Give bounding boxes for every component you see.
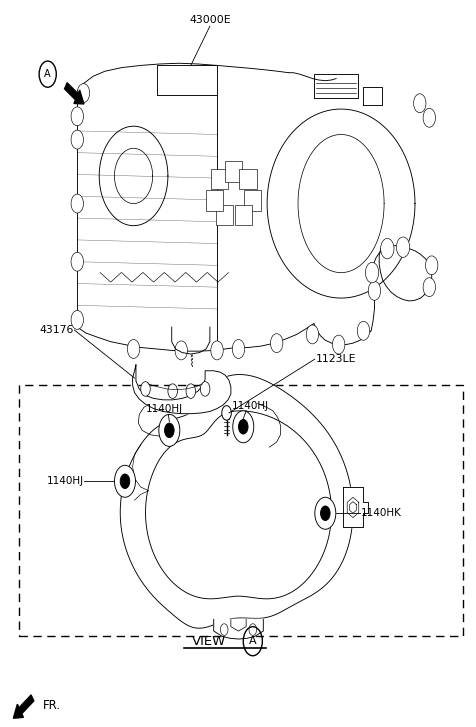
Polygon shape <box>343 487 367 527</box>
FancyBboxPatch shape <box>206 190 223 211</box>
FancyArrow shape <box>13 695 34 718</box>
Polygon shape <box>145 411 331 599</box>
FancyBboxPatch shape <box>244 190 261 211</box>
Circle shape <box>422 108 435 127</box>
Circle shape <box>71 130 83 149</box>
Text: 1140HJ: 1140HJ <box>146 404 183 414</box>
Circle shape <box>422 278 435 297</box>
FancyBboxPatch shape <box>215 205 232 225</box>
Text: VIEW: VIEW <box>192 635 226 648</box>
Circle shape <box>140 382 150 396</box>
Circle shape <box>221 406 231 420</box>
Circle shape <box>238 419 248 434</box>
Circle shape <box>270 334 282 353</box>
Text: A: A <box>248 636 256 646</box>
Text: A: A <box>44 69 51 79</box>
Circle shape <box>77 84 89 103</box>
Circle shape <box>175 341 187 360</box>
Text: 1140HK: 1140HK <box>360 508 401 518</box>
Circle shape <box>396 237 409 257</box>
Circle shape <box>114 465 135 497</box>
Circle shape <box>186 384 195 398</box>
Circle shape <box>71 107 83 126</box>
Text: 1123LE: 1123LE <box>315 354 356 364</box>
Circle shape <box>380 238 393 259</box>
Circle shape <box>232 340 244 358</box>
Circle shape <box>357 321 369 340</box>
Circle shape <box>164 423 174 438</box>
Polygon shape <box>132 365 230 414</box>
FancyBboxPatch shape <box>234 205 251 225</box>
FancyBboxPatch shape <box>210 169 228 189</box>
Circle shape <box>425 256 437 275</box>
Circle shape <box>159 414 179 446</box>
Text: 43000E: 43000E <box>188 15 230 25</box>
Text: 43176: 43176 <box>40 325 74 335</box>
Circle shape <box>200 382 209 396</box>
Circle shape <box>168 384 177 398</box>
Circle shape <box>367 281 380 300</box>
Circle shape <box>314 497 335 529</box>
Circle shape <box>210 341 223 360</box>
Circle shape <box>232 411 253 443</box>
Circle shape <box>71 194 83 213</box>
FancyArrow shape <box>64 83 84 104</box>
Polygon shape <box>120 374 352 628</box>
FancyBboxPatch shape <box>19 385 462 636</box>
Circle shape <box>127 340 139 358</box>
Circle shape <box>320 506 329 521</box>
Circle shape <box>71 252 83 271</box>
Text: 1140HJ: 1140HJ <box>46 476 83 486</box>
Polygon shape <box>213 619 263 639</box>
Text: 1140HJ: 1140HJ <box>231 401 268 411</box>
Circle shape <box>220 624 228 635</box>
Circle shape <box>365 262 378 283</box>
Text: FR.: FR. <box>43 699 61 712</box>
Circle shape <box>306 325 318 344</box>
Circle shape <box>413 94 425 113</box>
FancyBboxPatch shape <box>239 169 256 189</box>
Circle shape <box>332 335 344 354</box>
Circle shape <box>71 310 83 329</box>
FancyBboxPatch shape <box>225 161 242 182</box>
Circle shape <box>120 474 129 489</box>
Circle shape <box>248 624 256 635</box>
